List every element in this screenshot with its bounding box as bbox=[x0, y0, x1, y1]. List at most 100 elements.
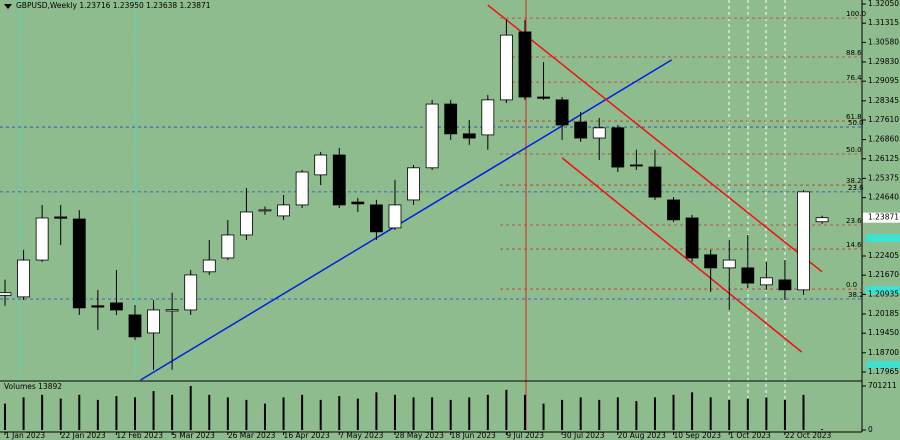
candle-body bbox=[778, 279, 792, 291]
y-tick-label: 1.19450 bbox=[868, 328, 899, 337]
axis-marker bbox=[866, 361, 900, 369]
candle-body bbox=[54, 216, 68, 219]
y-tick-label: 1.32050 bbox=[868, 0, 899, 8]
candle-body bbox=[685, 217, 699, 259]
candle-body bbox=[35, 217, 49, 261]
y-tick-label: 1.22405 bbox=[868, 251, 899, 260]
y-tick-label: 1.31315 bbox=[868, 18, 899, 27]
candle-body bbox=[797, 191, 810, 291]
candle-body bbox=[704, 254, 718, 269]
level-label: 23.6 bbox=[848, 184, 864, 192]
y-tick-label: 1.24640 bbox=[868, 193, 899, 202]
axis-marker bbox=[866, 286, 900, 294]
candle-body bbox=[314, 154, 328, 176]
candle-body bbox=[388, 204, 402, 229]
chart-title: GBPUSD,Weekly 1.23716 1.23950 1.23638 1.… bbox=[16, 1, 211, 10]
volume-tick-label: 0 bbox=[868, 425, 873, 434]
trendline bbox=[561, 157, 803, 353]
candle-body bbox=[722, 259, 736, 269]
candle-body bbox=[91, 305, 105, 308]
level-label: 38.2 bbox=[846, 177, 862, 185]
x-tick-label: 5 Mar 2023 bbox=[172, 431, 215, 440]
candle-body bbox=[147, 309, 160, 334]
y-tick-label: 1.18700 bbox=[868, 348, 899, 357]
level-label: 23.6 bbox=[846, 217, 862, 225]
level-label: 50.0 bbox=[848, 119, 864, 127]
candle-body bbox=[592, 127, 606, 139]
y-tick-label: 1.29095 bbox=[868, 76, 899, 85]
candle-body bbox=[72, 218, 86, 309]
candle-body bbox=[425, 103, 439, 169]
candle-body bbox=[277, 204, 290, 217]
candle-body bbox=[332, 154, 346, 206]
level-label: 0.0 bbox=[846, 281, 857, 289]
level-label: 88.6 bbox=[846, 49, 862, 57]
candle-body bbox=[462, 133, 476, 139]
y-tick-label: 1.29830 bbox=[868, 57, 899, 66]
x-tick-label: 9 Jul 2023 bbox=[506, 431, 544, 440]
last-price-box bbox=[863, 212, 900, 223]
candle-body bbox=[574, 121, 588, 139]
x-tick-label: 26 Mar 2023 bbox=[228, 431, 276, 440]
candle-body bbox=[17, 259, 30, 298]
candle-body bbox=[165, 309, 179, 312]
x-tick-label: 10 Sep 2023 bbox=[674, 431, 722, 440]
y-tick-label: 1.27610 bbox=[868, 115, 899, 124]
x-tick-label: 1 Jan 2023 bbox=[5, 431, 45, 440]
candle-body bbox=[202, 259, 216, 273]
candle-body bbox=[0, 292, 12, 296]
y-tick-label: 1.21670 bbox=[868, 270, 899, 279]
volume-label: Volumes 13892 bbox=[4, 382, 62, 391]
y-tick-label: 1.20185 bbox=[868, 309, 899, 318]
x-tick-label: 22 Jan 2023 bbox=[61, 431, 106, 440]
candle-body bbox=[240, 211, 253, 236]
trendline bbox=[487, 4, 823, 273]
candle-body bbox=[518, 31, 532, 98]
y-tick-label: 1.30580 bbox=[868, 37, 899, 46]
x-tick-label: 12 Feb 2023 bbox=[116, 431, 163, 440]
candle-body bbox=[407, 167, 420, 201]
candle-body bbox=[667, 199, 680, 221]
candle-body bbox=[815, 217, 829, 223]
candle-body bbox=[481, 99, 495, 136]
y-tick-label: 1.26125 bbox=[868, 154, 899, 163]
candle-body bbox=[221, 234, 235, 259]
y-tick-label: 1.17965 bbox=[868, 367, 899, 376]
candle-body bbox=[351, 201, 365, 205]
trendline bbox=[140, 59, 673, 381]
candle-body bbox=[741, 267, 755, 284]
x-tick-label: 30 Jul 2023 bbox=[562, 431, 605, 440]
x-tick-label: 1 Oct 2023 bbox=[729, 431, 771, 440]
candle-body bbox=[537, 96, 550, 99]
candle-body bbox=[128, 314, 142, 338]
x-tick-label: 16 Apr 2023 bbox=[284, 431, 331, 440]
y-tick-label: 1.28345 bbox=[868, 96, 899, 105]
candle-body bbox=[184, 274, 198, 311]
candle-body bbox=[759, 277, 773, 286]
candle-body bbox=[444, 103, 458, 135]
level-label: 100.0 bbox=[846, 10, 866, 18]
y-tick-label: 1.25375 bbox=[868, 173, 899, 182]
y-tick-label: 1.26860 bbox=[868, 135, 899, 144]
candle-body bbox=[369, 204, 383, 233]
level-label: 50.0 bbox=[846, 146, 862, 154]
x-tick-label: 28 May 2023 bbox=[395, 431, 444, 440]
x-tick-label: 18 Jun 2023 bbox=[451, 431, 496, 440]
symbol-icon bbox=[4, 4, 12, 9]
candle-body bbox=[629, 164, 643, 167]
candle-body bbox=[258, 209, 272, 212]
level-label: 76.4 bbox=[846, 74, 862, 82]
candle-body bbox=[611, 127, 625, 168]
candle-body bbox=[648, 166, 662, 198]
x-tick-label: 22 Oct 2023 bbox=[785, 431, 832, 440]
level-label: 61.8 bbox=[846, 113, 862, 121]
last-price-label: 1.23871 bbox=[868, 213, 899, 222]
x-tick-label: 7 May 2023 bbox=[339, 431, 383, 440]
y-tick-label: 1.20935 bbox=[868, 289, 899, 298]
x-tick-label: 20 Aug 2023 bbox=[618, 431, 666, 440]
candle-body bbox=[555, 99, 569, 126]
axis-marker bbox=[866, 234, 900, 242]
candle-body bbox=[499, 34, 513, 101]
